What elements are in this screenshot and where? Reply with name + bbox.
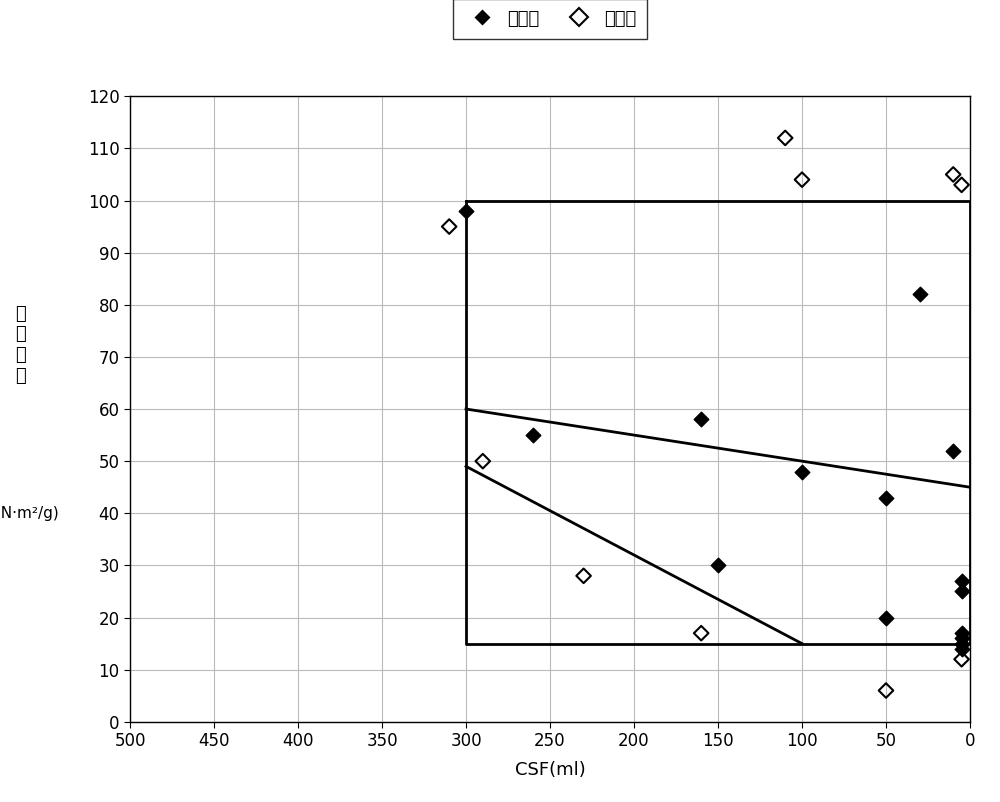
实施例 [710, 559, 726, 572]
比较例 [475, 455, 491, 468]
实施例 [954, 585, 970, 598]
X-axis label: CSF(ml): CSF(ml) [515, 761, 585, 780]
Text: (mN·m²/g): (mN·m²/g) [0, 506, 59, 520]
实施例 [954, 627, 970, 640]
实施例 [945, 444, 961, 457]
实施例 [954, 637, 970, 650]
实施例 [794, 465, 810, 478]
比较例 [878, 684, 894, 697]
比较例 [945, 168, 961, 181]
比较例 [954, 179, 970, 192]
比较例 [576, 569, 592, 582]
实施例 [954, 574, 970, 587]
实施例 [525, 428, 541, 441]
实施例 [954, 632, 970, 645]
比较例 [777, 132, 793, 144]
比较例 [693, 627, 709, 640]
实施例 [912, 288, 928, 301]
实施例 [693, 413, 709, 426]
比较例 [441, 221, 457, 233]
Legend: 实施例, 比较例: 实施例, 比较例 [453, 0, 647, 38]
比较例 [794, 173, 810, 186]
实施例 [878, 491, 894, 504]
实施例 [878, 611, 894, 624]
比较例 [954, 653, 970, 666]
实施例 [954, 642, 970, 655]
Text: 撕
裂
指
数: 撕 裂 指 数 [15, 305, 25, 385]
实施例 [458, 205, 474, 217]
